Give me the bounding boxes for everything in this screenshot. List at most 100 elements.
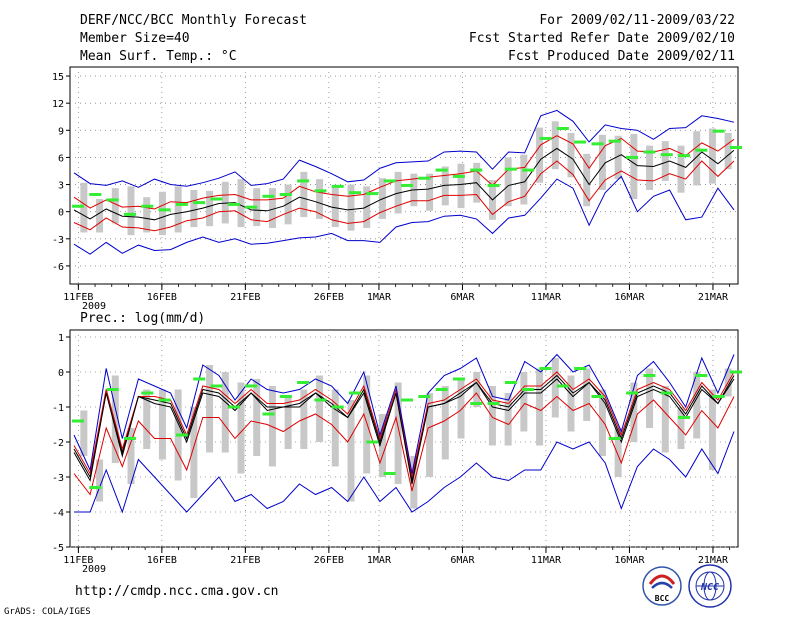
precip-ytick-label: 1 (58, 333, 64, 344)
temp-xtick-label: 11MAR (531, 292, 562, 303)
temp-xtick-label: 21FEB (230, 292, 260, 303)
precip-member-box (598, 389, 606, 456)
grads-credit: GrADS: COLA/IGES (4, 607, 91, 617)
bcc-logo-text: BCC (655, 594, 670, 603)
precip-xtick-label: 11MAR (531, 555, 562, 566)
precip-series-lower-red (73, 392, 735, 496)
precip-member-box (237, 382, 245, 474)
precip-member-box (378, 414, 386, 477)
temp-series-lower-red (73, 160, 735, 232)
precip-member-box (127, 428, 135, 484)
temp-plot-frame (69, 66, 739, 285)
temp-member-box (614, 135, 622, 180)
temp-member-box (300, 171, 308, 218)
source-url[interactable]: http://cmdp.ncc.cma.gov.cn (75, 584, 279, 599)
precip-member-box (551, 358, 559, 418)
temp-ytick-label: -3 (52, 235, 64, 246)
precip-member-box (536, 368, 544, 446)
precip-member-box (316, 375, 324, 442)
temp-xtick-label: 6MAR (450, 292, 475, 303)
temp-member-box (504, 157, 512, 207)
precip-member-box (583, 368, 591, 421)
bcc-logo-swirl-blue (651, 581, 673, 589)
temp-ytick-label: 15 (52, 72, 64, 83)
temp-member-box (693, 131, 701, 186)
precip-xtick-label: 11FEB (63, 555, 93, 566)
precip-xtick-label: 6MAR (450, 555, 475, 566)
precip-member-box (253, 379, 261, 456)
ncc-logo-text: NCC (700, 582, 719, 593)
precip-member-box (708, 389, 716, 470)
precip-member-box (394, 382, 402, 484)
ncc-logo: NCC (688, 564, 732, 608)
member-size-label: Member Size=40 (80, 31, 190, 46)
precip-member-box (457, 379, 465, 439)
precip-member-box (693, 372, 701, 439)
precip-year-label: 2009 (82, 564, 106, 575)
precip-xtick-label: 1MAR (367, 555, 392, 566)
temp-member-box (677, 145, 685, 193)
temp-member-box (268, 188, 276, 228)
precip-ytick-label: -4 (52, 508, 64, 519)
precip-xtick-label: 21FEB (230, 555, 260, 566)
temp-member-box (237, 179, 245, 228)
temp-member-box (174, 186, 182, 233)
temp-ytick-label: 9 (58, 126, 64, 137)
precip-member-box (190, 407, 198, 498)
temp-member-box (190, 189, 198, 228)
bcc-logo: BCC (642, 566, 682, 606)
temp-xtick-label: 11FEB (63, 292, 93, 303)
temp-xtick-label: 1MAR (367, 292, 392, 303)
precip-member-box (614, 428, 622, 477)
temp-member-box (724, 133, 732, 170)
precip-member-box (347, 400, 355, 502)
temp-xtick-label: 21MAR (698, 292, 729, 303)
precip-xtick-label: 16FEB (147, 555, 177, 566)
precip-xtick-label: 26FEB (314, 555, 344, 566)
temp-series-upper-red (73, 135, 735, 210)
forecast-start-date: Fcst Started Refer Date 2009/02/10 (469, 31, 735, 46)
precip-member-box (488, 386, 496, 446)
precip-ytick-label: -5 (52, 543, 64, 554)
temp-series-upper-blue (73, 109, 735, 188)
temp-member-box (520, 154, 528, 205)
temp-member-box (630, 133, 638, 200)
precip-member-box (426, 393, 434, 477)
precip-panel-title: Prec.: log(mm/d) (80, 311, 205, 326)
precip-ytick-label: -1 (52, 403, 64, 414)
precip-member-box (441, 386, 449, 460)
temp-member-box (96, 199, 104, 233)
temp-ytick-label: 12 (52, 99, 64, 110)
temp-series-ensemble-mean (73, 147, 735, 221)
precip-member-box (661, 386, 669, 453)
forecast-period: For 2009/02/11-2009/03/22 (539, 13, 735, 28)
temp-series-lower-blue (73, 175, 735, 255)
temp-member-box (426, 173, 434, 211)
temp-panel-title: Mean Surf. Temp.: °C (80, 49, 237, 64)
precip-member-box (567, 375, 575, 432)
temp-member-box (158, 191, 166, 236)
bcc-logo-swirl-red (648, 574, 676, 585)
temp-member-box (347, 184, 355, 231)
precip-xtick-label: 21MAR (698, 555, 729, 566)
temp-member-box (567, 133, 575, 178)
temp-ytick-label: 3 (58, 181, 64, 192)
temp-member-box (661, 141, 669, 181)
temp-member-box (457, 163, 465, 209)
temp-ytick-label: 6 (58, 153, 64, 164)
temp-member-box (221, 181, 229, 224)
precip-ytick-label: 0 (58, 368, 64, 379)
temp-member-box (331, 187, 339, 228)
precip-member-box (646, 368, 654, 428)
precip-member-box (206, 365, 214, 453)
precip-member-box (111, 375, 119, 463)
precip-member-box (630, 382, 638, 442)
temp-xtick-label: 26FEB (314, 292, 344, 303)
temp-member-box (111, 188, 119, 224)
precip-member-box (504, 393, 512, 446)
precip-member-box (80, 410, 88, 456)
temp-member-box (284, 184, 292, 225)
temp-member-box (127, 186, 135, 236)
temperature-panel: -6 -3 0 3 6 9 12 15 11FEB 16FEB 21FEB 26FEB 1MAR 6MAR… (52, 66, 742, 303)
